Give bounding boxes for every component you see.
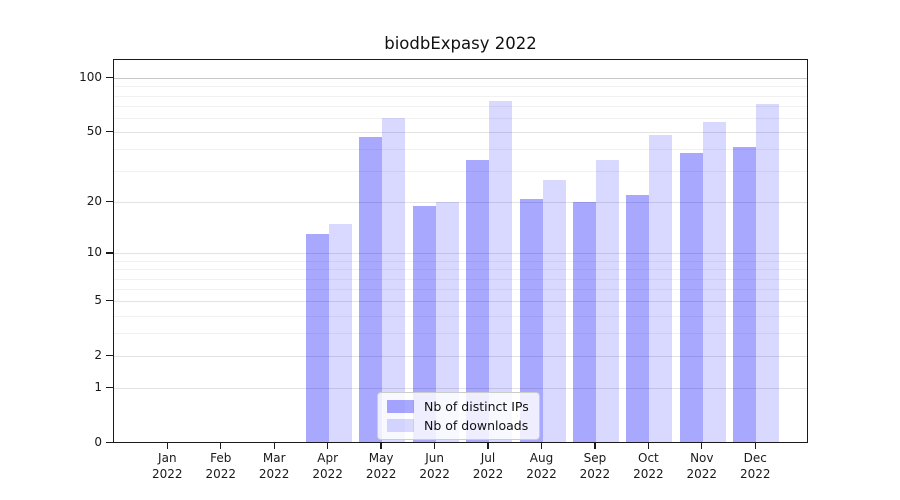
bar-nb-of-downloads-may-2022 xyxy=(382,117,406,442)
ytick-label-1: 1 xyxy=(94,380,102,395)
legend: Nb of distinct IPs Nb of downloads xyxy=(377,392,540,440)
gridline-y-2 xyxy=(114,356,807,358)
legend-entry-downloads: Nb of downloads xyxy=(387,418,529,433)
gridline-y-minor-40 xyxy=(114,149,807,151)
ytick-5 xyxy=(106,300,113,302)
legend-swatch-downloads xyxy=(387,419,414,432)
ytick-label-20: 20 xyxy=(86,194,102,209)
bar-nb-of-downloads-nov-2022 xyxy=(702,121,726,442)
xtick-label-jun-2022: Jun 2022 xyxy=(419,451,450,481)
bar-nb-of-downloads-jul-2022 xyxy=(489,100,512,442)
bar-nb-of-downloads-jun-2022 xyxy=(435,202,459,442)
xtick-may-2022 xyxy=(380,443,382,449)
gridline-y-minor-3 xyxy=(114,333,807,335)
legend-label-downloads: Nb of downloads xyxy=(424,418,529,433)
xtick-label-may-2022: May 2022 xyxy=(365,451,397,481)
gridline-y-50 xyxy=(114,132,807,134)
bar-nb-of-distinct-ips-oct-2022 xyxy=(626,195,650,442)
gridline-y-10 xyxy=(114,253,807,255)
plot-area: Nb of distinct IPs Nb of downloads xyxy=(113,59,808,443)
ytick-label-10: 10 xyxy=(86,245,102,260)
bar-nb-of-distinct-ips-sep-2022 xyxy=(572,202,596,442)
xtick-label-sep-2022: Sep 2022 xyxy=(579,451,611,481)
ytick-1 xyxy=(106,387,113,389)
xtick-label-nov-2022: Nov 2022 xyxy=(686,451,718,481)
xtick-label-aug-2022: Aug 2022 xyxy=(526,451,557,481)
chart-title: biodbExpasy 2022 xyxy=(384,34,537,53)
gridline-y-5 xyxy=(114,301,807,303)
xtick-label-mar-2022: Mar 2022 xyxy=(258,451,290,481)
xtick-nov-2022 xyxy=(701,443,703,449)
bar-nb-of-distinct-ips-nov-2022 xyxy=(679,153,703,442)
gridline-y-minor-30 xyxy=(114,171,807,173)
xtick-jul-2022 xyxy=(487,443,489,449)
xtick-sep-2022 xyxy=(594,443,596,449)
xtick-apr-2022 xyxy=(327,443,329,449)
bar-nb-of-distinct-ips-may-2022 xyxy=(359,136,383,442)
bar-nb-of-distinct-ips-jul-2022 xyxy=(466,159,489,442)
ytick-50 xyxy=(106,130,113,133)
ytick-10 xyxy=(106,252,113,254)
ytick-label-5: 5 xyxy=(94,293,102,308)
bar-nb-of-downloads-apr-2022 xyxy=(328,223,352,442)
gridline-y-minor-90 xyxy=(114,86,807,88)
legend-entry-distinct-ips: Nb of distinct IPs xyxy=(387,399,529,414)
gridline-y-minor-70 xyxy=(114,105,807,107)
xtick-label-dec-2022: Dec 2022 xyxy=(740,451,771,481)
ytick-label-0: 0 xyxy=(94,435,102,449)
bar-nb-of-distinct-ips-aug-2022 xyxy=(519,198,543,442)
xtick-jun-2022 xyxy=(433,443,436,449)
legend-swatch-distinct-ips xyxy=(387,400,414,413)
ytick-100 xyxy=(106,76,113,79)
xtick-aug-2022 xyxy=(540,443,543,449)
xtick-label-jan-2022: Jan 2022 xyxy=(152,451,183,481)
xtick-oct-2022 xyxy=(647,443,649,449)
bar-nb-of-distinct-ips-dec-2022 xyxy=(733,147,757,442)
gridline-y-minor-6 xyxy=(114,289,807,291)
xtick-jan-2022 xyxy=(166,443,168,449)
xtick-label-oct-2022: Oct 2022 xyxy=(633,451,664,481)
xtick-mar-2022 xyxy=(273,443,275,449)
ytick-label-100: 100 xyxy=(79,70,102,84)
bar-nb-of-downloads-dec-2022 xyxy=(756,103,780,442)
xtick-label-apr-2022: Apr 2022 xyxy=(312,451,343,481)
bar-nb-of-distinct-ips-apr-2022 xyxy=(305,234,329,442)
gridline-y-100 xyxy=(114,78,807,79)
xtick-dec-2022 xyxy=(754,443,756,449)
legend-label-distinct-ips: Nb of distinct IPs xyxy=(424,399,529,414)
gridline-y-20 xyxy=(114,202,807,204)
bar-nb-of-downloads-aug-2022 xyxy=(542,179,566,442)
bar-nb-of-distinct-ips-jun-2022 xyxy=(412,206,436,442)
gridline-y-minor-60 xyxy=(114,117,807,119)
xtick-label-jul-2022: Jul 2022 xyxy=(472,451,504,481)
ytick-label-50: 50 xyxy=(86,124,102,139)
ytick-20 xyxy=(106,201,113,203)
bar-nb-of-downloads-sep-2022 xyxy=(595,159,619,442)
bar-nb-of-downloads-oct-2022 xyxy=(649,135,673,442)
gridline-y-minor-9 xyxy=(114,260,807,262)
gridline-y-minor-8 xyxy=(114,269,807,271)
gridline-y-1 xyxy=(114,388,807,390)
xtick-label-feb-2022: Feb 2022 xyxy=(205,451,237,481)
gridline-y-minor-7 xyxy=(114,278,807,280)
xtick-feb-2022 xyxy=(220,443,222,449)
ytick-2 xyxy=(106,354,113,357)
gridline-y-minor-80 xyxy=(114,95,807,97)
gridline-y-minor-4 xyxy=(114,315,807,317)
ytick-0 xyxy=(106,441,113,444)
ytick-label-2: 2 xyxy=(94,348,102,363)
